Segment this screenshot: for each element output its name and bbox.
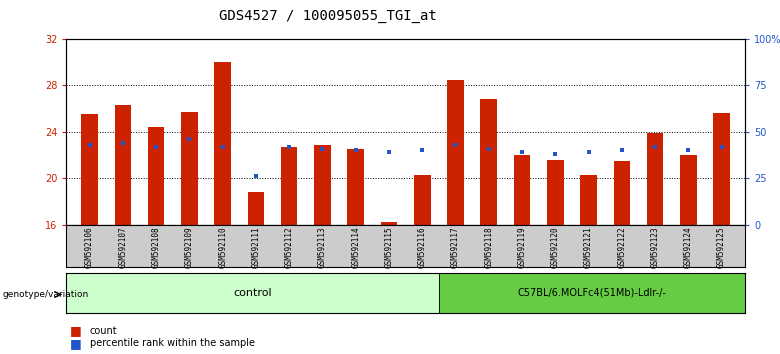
Text: ■: ■ [70, 337, 82, 350]
Bar [480, 99, 497, 225]
Text: GSM592124: GSM592124 [684, 226, 693, 268]
Bar [115, 105, 131, 225]
Text: genotype/variation: genotype/variation [2, 290, 89, 299]
Bar [81, 114, 98, 225]
Text: GSM592107: GSM592107 [119, 226, 127, 268]
Bar [381, 222, 397, 225]
Bar [647, 133, 664, 225]
Bar [614, 161, 630, 225]
Bar [147, 127, 165, 225]
Text: GSM592116: GSM592116 [418, 226, 427, 268]
Bar [680, 155, 697, 225]
Bar [580, 175, 597, 225]
Text: GSM592114: GSM592114 [351, 226, 360, 268]
Bar [247, 192, 264, 225]
Bar [215, 62, 231, 225]
Text: GDS4527 / 100095055_TGI_at: GDS4527 / 100095055_TGI_at [218, 9, 437, 23]
Text: GSM592109: GSM592109 [185, 226, 194, 268]
Bar [414, 175, 431, 225]
Text: GSM592125: GSM592125 [717, 226, 726, 268]
Bar [514, 155, 530, 225]
Text: GSM592106: GSM592106 [85, 226, 94, 268]
Text: GSM592111: GSM592111 [251, 226, 261, 268]
Bar [66, 273, 439, 313]
Text: GSM592117: GSM592117 [451, 226, 460, 268]
Bar [314, 145, 331, 225]
Text: percentile rank within the sample: percentile rank within the sample [90, 338, 255, 348]
Text: GSM592121: GSM592121 [584, 226, 593, 268]
Text: GSM592112: GSM592112 [285, 226, 294, 268]
Bar [181, 112, 197, 225]
Bar [447, 80, 464, 225]
Bar [547, 160, 564, 225]
Text: GSM592108: GSM592108 [151, 226, 161, 268]
Text: control: control [233, 288, 272, 298]
Bar [439, 273, 745, 313]
Text: GSM592113: GSM592113 [318, 226, 327, 268]
Text: ■: ■ [70, 325, 82, 337]
Bar [281, 147, 297, 225]
Text: C57BL/6.MOLFc4(51Mb)-Ldlr-/-: C57BL/6.MOLFc4(51Mb)-Ldlr-/- [517, 288, 666, 298]
Text: GSM592118: GSM592118 [484, 226, 493, 268]
Bar [347, 149, 364, 225]
Text: count: count [90, 326, 117, 336]
Text: GSM592119: GSM592119 [517, 226, 526, 268]
Text: GSM592123: GSM592123 [651, 226, 660, 268]
Text: GSM592120: GSM592120 [551, 226, 560, 268]
Text: GSM592115: GSM592115 [385, 226, 393, 268]
Text: GSM592122: GSM592122 [617, 226, 626, 268]
Bar [713, 113, 730, 225]
Text: GSM592110: GSM592110 [218, 226, 227, 268]
